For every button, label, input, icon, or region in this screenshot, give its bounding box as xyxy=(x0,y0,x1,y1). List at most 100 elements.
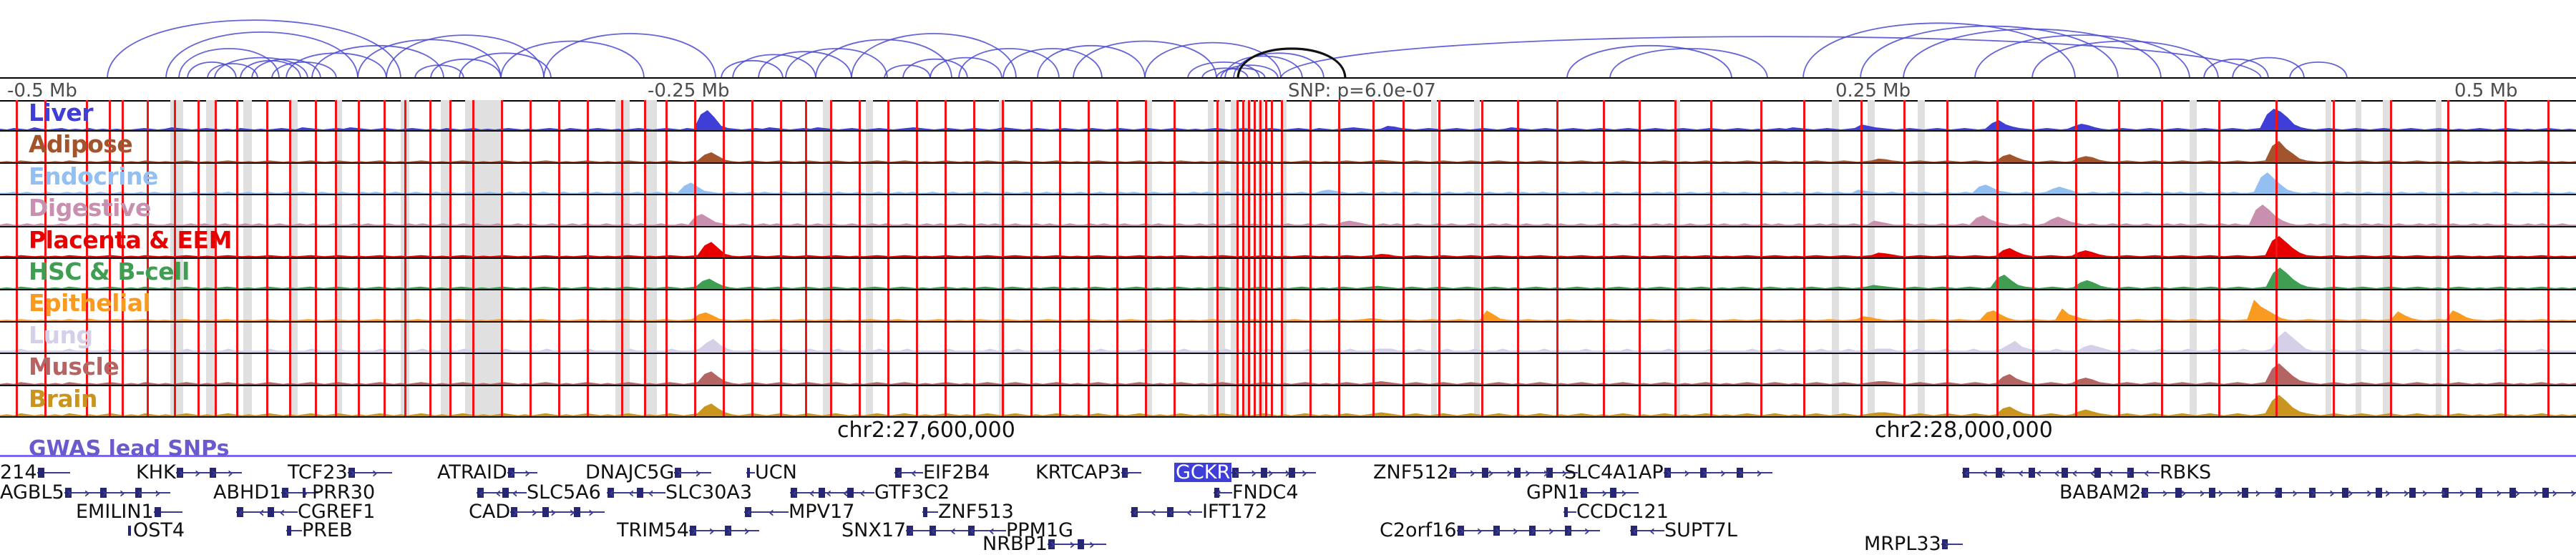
gene-c2orf16[interactable]: C2orf16 › › › › › › › › xyxy=(1380,520,1600,540)
loop-arc xyxy=(958,48,1060,79)
gene-babam2[interactable]: BABAM2››››››››››››››››››››››››››› xyxy=(2059,482,2576,502)
snp-marker-line xyxy=(751,132,753,162)
gene-body: › xyxy=(1941,537,1963,551)
signal-track-endocrine: Endocrine xyxy=(0,163,2576,196)
snp-marker-line xyxy=(945,258,947,290)
gene-ift172[interactable]: ‹ ‹ ‹ ‹ IFT172 xyxy=(1131,501,1267,521)
snp-marker-line xyxy=(2504,163,2507,195)
gene-body: › xyxy=(906,524,931,538)
snp-marker-line xyxy=(1216,163,1219,195)
highlight-band xyxy=(1231,385,1236,416)
snp-marker-line xyxy=(973,132,975,162)
snp-marker-line xyxy=(1059,385,1061,416)
snp-marker-line xyxy=(197,354,200,385)
gene-preb[interactable]: PREB xyxy=(286,520,353,540)
highlight-band xyxy=(1208,100,1214,131)
gene-eif2b4[interactable]: ‹ ‹ EIF2B4 xyxy=(894,462,990,482)
loop-arc xyxy=(884,64,931,79)
snp-marker-line xyxy=(2218,100,2220,131)
snp-marker-line xyxy=(1271,385,1273,416)
gene-strand-arrow: › xyxy=(84,483,90,501)
gene-krtcap3[interactable]: KRTCAP3 › xyxy=(1035,462,1142,482)
gene-label: KHK xyxy=(136,461,176,483)
gene-exon xyxy=(907,525,914,536)
snp-marker-line xyxy=(916,227,918,257)
gene-atraid[interactable]: ATRAID › › xyxy=(437,462,537,482)
gene-khk[interactable]: KHK › › › › xyxy=(136,462,242,482)
gene-snx17[interactable]: SNX17 › xyxy=(841,519,931,541)
gene-ucn[interactable]: UCN xyxy=(746,462,797,482)
loop-arc xyxy=(1187,62,1260,79)
highlight-band xyxy=(823,100,830,131)
snp-marker-line xyxy=(1242,322,1244,353)
snp-marker-line xyxy=(2333,227,2335,257)
snp-marker-line xyxy=(830,354,832,385)
snp-marker-line xyxy=(1860,322,1863,353)
snp-marker-line xyxy=(1281,163,1283,195)
snp-marker-line xyxy=(1254,354,1256,385)
snp-marker-line xyxy=(2275,100,2278,131)
gene-supt7l[interactable]: ‹ ‹ SUPT7L xyxy=(1630,520,1737,540)
gene-strand-arrow: › xyxy=(119,483,125,501)
snp-marker-line xyxy=(1259,227,1262,257)
gene-214[interactable]: 214 xyxy=(0,462,70,482)
gene-ccdc121[interactable]: CCDC121 xyxy=(1563,501,1669,521)
gene-slc4a1ap[interactable]: SLC4A1AP › › › › › › xyxy=(1564,462,1772,482)
snp-marker-line xyxy=(694,290,696,321)
gene-slc30a3[interactable]: ‹ ‹ ‹ SLC30A3 xyxy=(607,482,752,502)
gene-znf512[interactable]: ZNF512 › › › › › › › xyxy=(1373,462,1578,482)
snp-marker-line xyxy=(1248,227,1250,257)
gene-gpn1[interactable]: GPN1 › › › xyxy=(1526,482,1639,502)
gene-agbl5[interactable]: AGBL5 › › › › › › xyxy=(0,482,170,502)
gene-tcf23[interactable]: TCF23 › › xyxy=(288,462,392,482)
snp-marker-line xyxy=(780,290,782,321)
gene-label: SNX17 xyxy=(841,519,907,541)
gene-trim54[interactable]: TRIM54 › › › › xyxy=(617,520,759,540)
highlight-band xyxy=(2190,227,2197,257)
highlight-band xyxy=(1281,100,1287,131)
snp-marker-line xyxy=(86,385,88,416)
gene-znf513[interactable]: ZNF513 xyxy=(922,501,1014,521)
gene-mrpl33[interactable]: MRPL33 › xyxy=(1864,534,1963,554)
snp-marker-line xyxy=(1402,195,1405,226)
snp-marker-line xyxy=(1265,354,1267,385)
gene-axis-line xyxy=(1563,511,1576,513)
gene-strand-arrow: › xyxy=(531,503,537,521)
gene-prr30[interactable]: PRR30 xyxy=(302,482,375,502)
gene-slc5a6[interactable]: ‹ ‹ ‹ SLC5A6 xyxy=(477,482,601,502)
gene-gtf3c2[interactable]: ‹ ‹ ‹ ‹ ‹ GTF3C2 xyxy=(790,482,950,502)
highlight-band xyxy=(465,354,501,385)
snp-marker-line xyxy=(404,100,406,131)
gene-emilin1[interactable]: EMILIN1 xyxy=(76,501,182,521)
gene-cad[interactable]: CAD › › › › › xyxy=(469,501,605,521)
gene-gckr[interactable]: GCKR › › › › › xyxy=(1174,462,1317,482)
highlight-band xyxy=(2356,258,2361,290)
gene-exon xyxy=(968,525,975,536)
gene-dnajc5g[interactable]: DNAJC5G › › xyxy=(585,462,712,482)
track-label-muscle: Muscle xyxy=(29,354,119,381)
gene-label: TCF23 xyxy=(288,461,348,483)
highlight-band xyxy=(206,258,215,290)
snp-marker-line xyxy=(1402,163,1405,195)
snp-marker-line xyxy=(358,195,360,226)
gene-strand-arrow: › xyxy=(2366,483,2372,501)
highlight-band xyxy=(465,385,501,416)
gene-fndc4[interactable]: ‹ FNDC4 xyxy=(1214,482,1299,502)
snp-marker-line xyxy=(1760,354,1762,385)
snp-marker-line xyxy=(2547,163,2550,195)
snp-marker-line xyxy=(1059,258,1061,290)
gene-exon xyxy=(237,506,243,517)
gene-nrbp1[interactable]: NRBP1 › › › xyxy=(982,534,1106,554)
snp-marker-line xyxy=(665,163,668,195)
signal-profile xyxy=(0,172,2576,195)
highlight-band xyxy=(243,227,252,257)
snp-marker-line xyxy=(1603,290,1605,321)
gene-rbks[interactable]: ‹ ‹ ‹ ‹ ‹ ‹ ‹ ‹ ‹ ‹ ‹ RBKS xyxy=(1962,462,2211,482)
gene-cgref1[interactable]: ‹ ‹ ‹ CGREF1 xyxy=(236,501,375,521)
gene-mpv17[interactable]: ‹ ‹ MPV17 xyxy=(744,501,854,521)
highlight-band xyxy=(1281,290,1287,321)
snp-marker-line xyxy=(289,290,291,321)
snp-marker-line xyxy=(621,163,623,195)
snp-marker-line xyxy=(2547,322,2550,353)
gene-ost4[interactable]: OST4 xyxy=(127,520,185,540)
